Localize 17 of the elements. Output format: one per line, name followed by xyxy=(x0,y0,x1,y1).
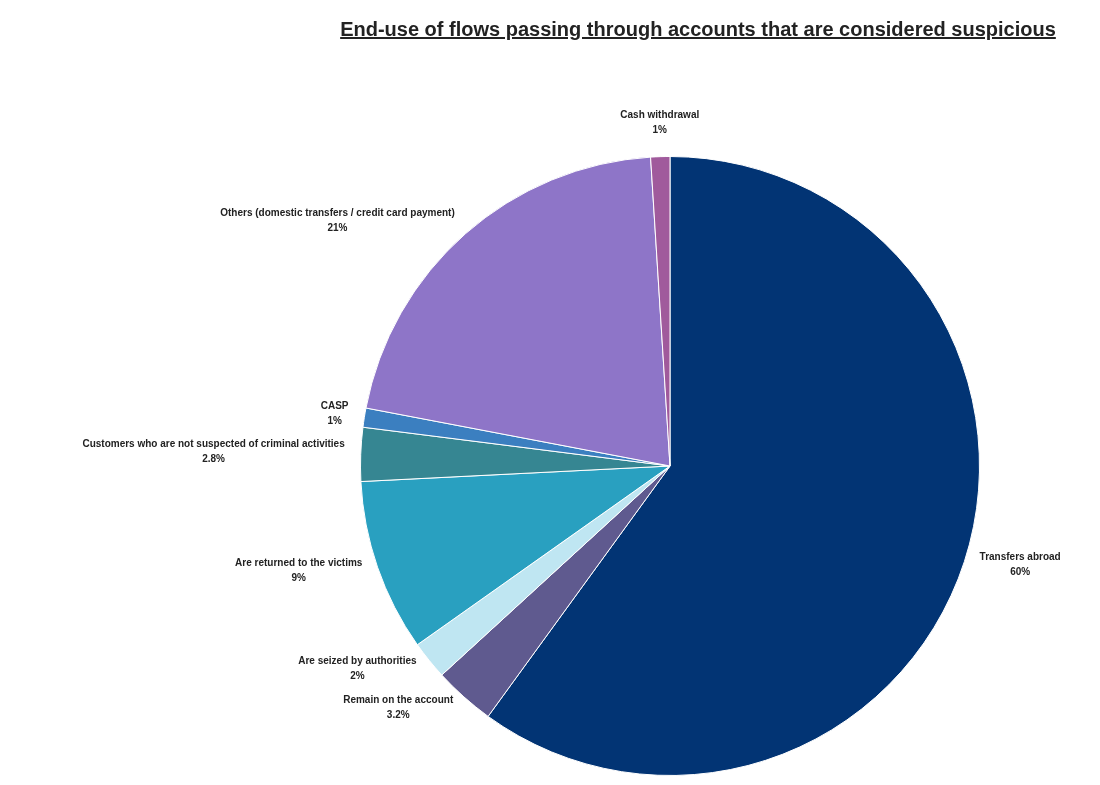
data-label: 9% xyxy=(291,572,307,584)
slice-label: Customers who are not suspected of criminal activities xyxy=(82,438,346,450)
slice-label: Cash withdrawal xyxy=(620,109,700,121)
slice-label: Are returned to the victims xyxy=(235,557,363,569)
slice-label: Are seized by authorities xyxy=(298,655,418,667)
data-label: 1% xyxy=(652,124,668,136)
data-label: 21% xyxy=(327,221,348,233)
slice-label: CASP xyxy=(320,399,349,411)
chart-title: End-use of flows passing through accounts that are considered suspicious xyxy=(339,17,1057,42)
data-label: 2.8% xyxy=(202,453,226,465)
data-label: 3.2% xyxy=(386,708,410,720)
slice-label: Remain on the account xyxy=(343,693,454,705)
data-label: 2% xyxy=(350,670,365,682)
slice-label: Transfers abroad xyxy=(979,551,1061,563)
slice-label: Others (domestic transfers / credit card payment) xyxy=(220,206,455,218)
data-label: 60% xyxy=(1010,566,1031,578)
data-label: 1% xyxy=(327,414,342,426)
